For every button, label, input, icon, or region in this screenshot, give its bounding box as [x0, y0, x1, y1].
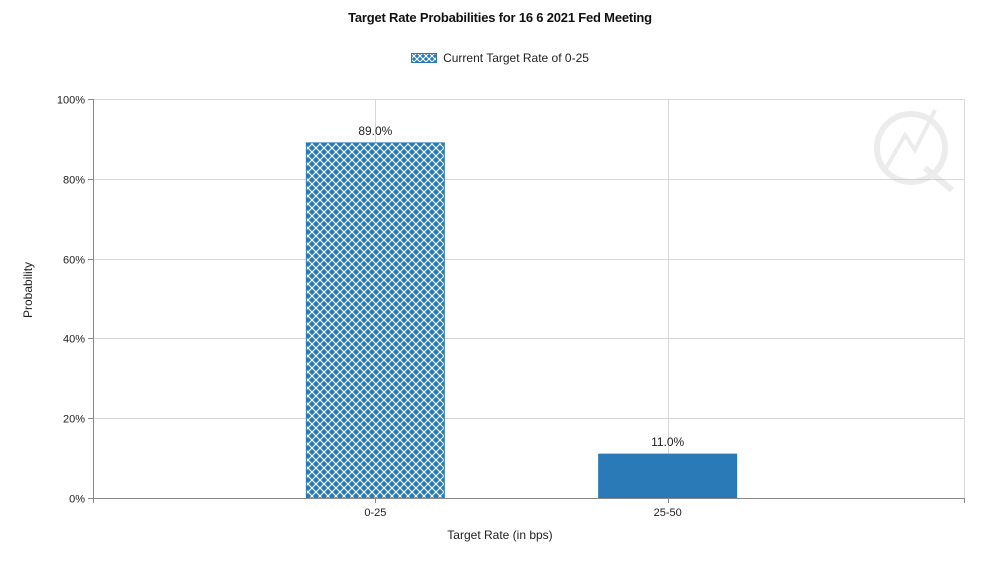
x-tick-label: 0-25: [364, 507, 386, 519]
y-tick-label: 0%: [69, 494, 85, 506]
axes: [88, 99, 965, 503]
chart-title: Target Rate Probabilities for 16 6 2021 …: [348, 10, 652, 25]
labels: 0% 20% 40% 60% 80% 100% 89.0% 0-25 11.0% 25-50: [57, 95, 685, 520]
x-tick-label: 25-50: [654, 507, 682, 519]
bars: [305, 142, 738, 499]
legend: Current Target Rate of 0-25: [0, 51, 1000, 66]
y-tick-label: 40%: [63, 334, 85, 346]
bar: [598, 453, 738, 499]
y-tick-label: 80%: [63, 175, 85, 187]
data-label: 89.0%: [358, 124, 392, 138]
legend-label: Current Target Rate of 0-25: [443, 51, 589, 65]
y-axis-label: Probability: [21, 261, 35, 318]
legend-item: Current Target Rate of 0-25: [411, 51, 589, 65]
watermark-logo: [874, 109, 954, 193]
bar: [305, 142, 445, 499]
y-tick-label: 20%: [63, 414, 85, 426]
data-label: 11.0%: [651, 435, 684, 449]
legend-swatch: [411, 53, 438, 63]
x-axis-label: Target Rate (in bps): [447, 528, 553, 542]
y-tick-label: 60%: [63, 255, 85, 267]
y-tick-label: 100%: [57, 95, 85, 107]
grid: [93, 99, 965, 499]
